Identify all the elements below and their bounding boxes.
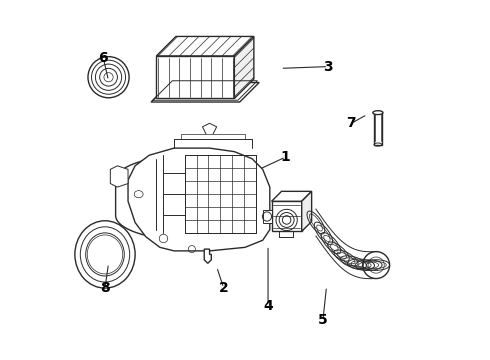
Polygon shape [128, 148, 270, 251]
Polygon shape [116, 160, 265, 240]
Ellipse shape [75, 221, 135, 288]
Ellipse shape [373, 111, 383, 114]
Polygon shape [110, 166, 128, 187]
Text: 5: 5 [318, 313, 328, 327]
Text: 8: 8 [100, 281, 110, 295]
Polygon shape [302, 192, 312, 231]
Ellipse shape [87, 235, 122, 274]
Text: 4: 4 [263, 299, 273, 313]
Polygon shape [271, 192, 312, 201]
Polygon shape [204, 249, 211, 263]
Polygon shape [263, 210, 271, 222]
Text: 6: 6 [98, 51, 108, 65]
Text: 2: 2 [219, 281, 229, 295]
Text: 7: 7 [346, 116, 356, 130]
Circle shape [88, 57, 129, 98]
Polygon shape [234, 36, 254, 99]
Polygon shape [151, 82, 259, 102]
Polygon shape [156, 56, 234, 99]
Polygon shape [374, 113, 382, 145]
Polygon shape [156, 36, 254, 56]
Text: 3: 3 [323, 59, 333, 73]
Text: 1: 1 [281, 150, 291, 164]
Polygon shape [271, 201, 302, 231]
